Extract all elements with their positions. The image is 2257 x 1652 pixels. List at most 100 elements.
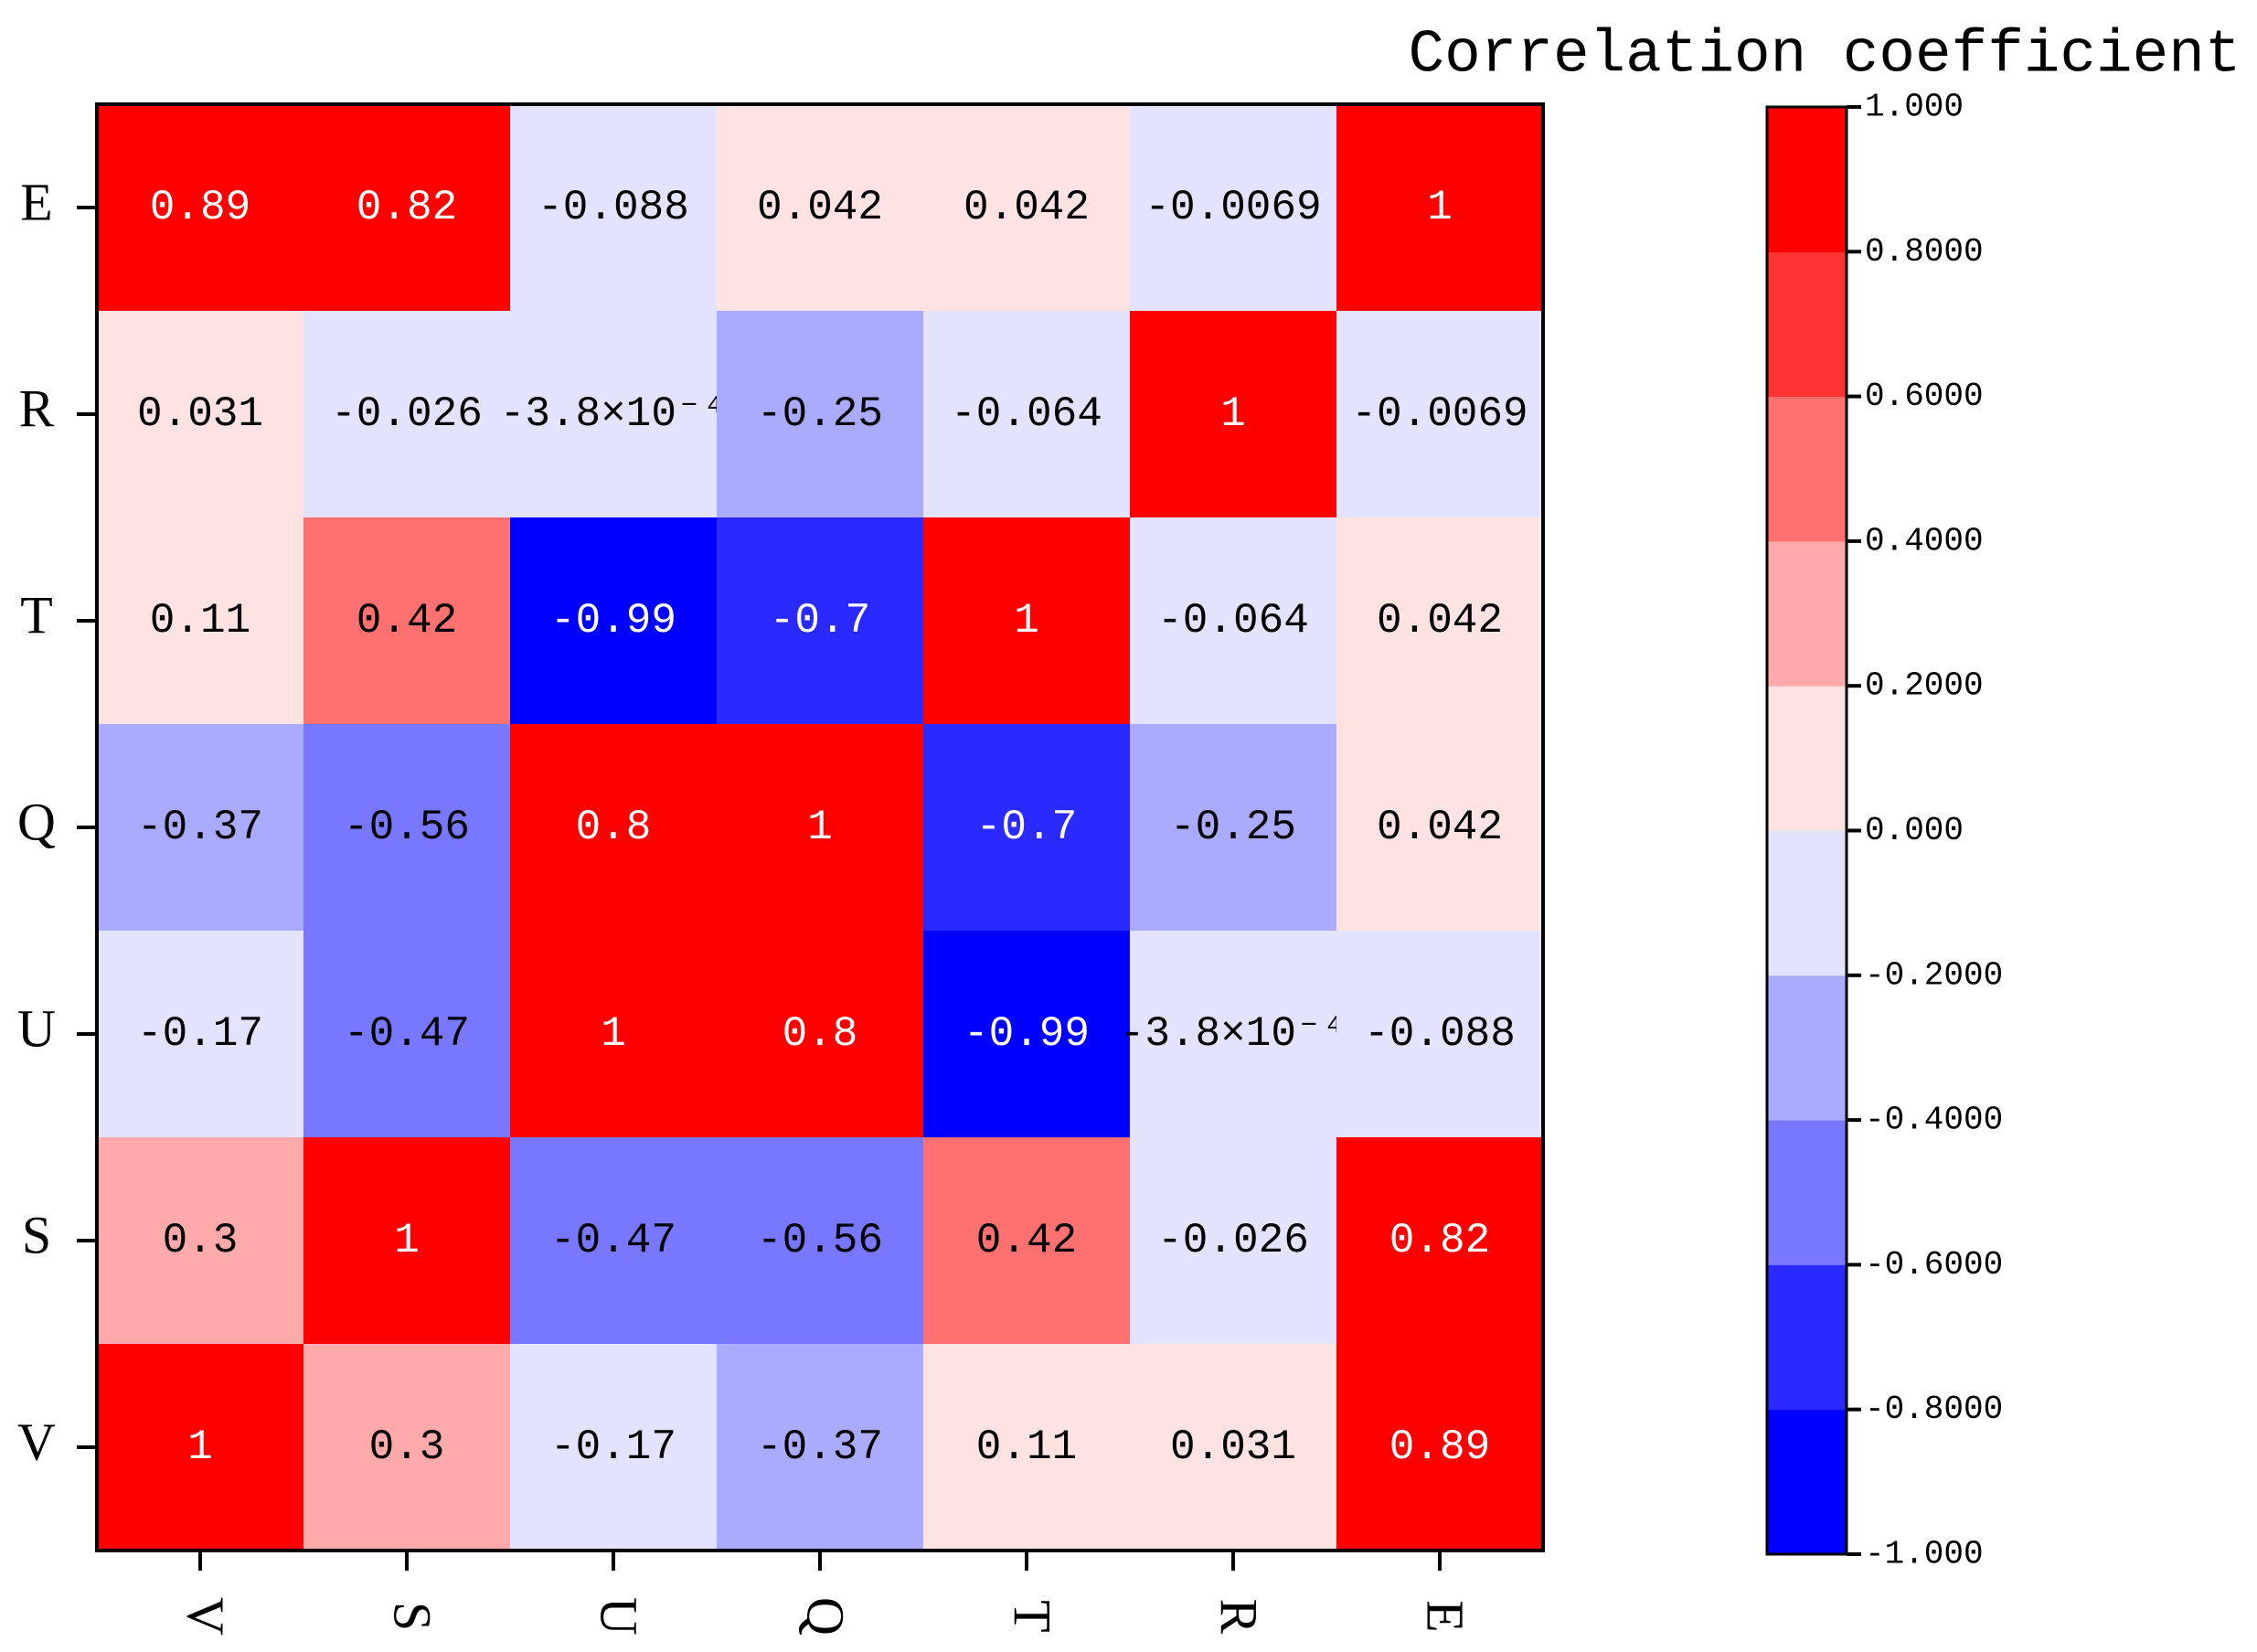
cell-label: 0.042 (963, 184, 1090, 231)
cell-label: -0.37 (137, 804, 263, 851)
heatmap-cell (510, 1137, 718, 1345)
heatmap-cell (1336, 517, 1544, 725)
colorbar-segment (1767, 686, 1847, 831)
heatmap-cell (1336, 311, 1544, 518)
colorbar-tick-label: 0.2000 (1865, 667, 1984, 705)
cell-label: 0.3 (369, 1423, 445, 1471)
x-tick-label: V (176, 1597, 236, 1636)
heatmap-cell (717, 311, 924, 518)
heatmap-cell (923, 517, 1131, 725)
cell-label: 1 (601, 1010, 626, 1058)
cell-label: 1 (807, 804, 833, 851)
cell-label: -0.0069 (1351, 390, 1528, 438)
cell-label: -3.8×10⁻⁴ (1120, 1010, 1347, 1058)
cell-label: 0.042 (1377, 804, 1503, 851)
heatmap-cell (97, 517, 304, 725)
cell-label: -0.47 (550, 1217, 676, 1264)
heatmap-cell (717, 724, 924, 932)
cell-label: -0.026 (1157, 1217, 1309, 1264)
cell-label: 1 (394, 1217, 420, 1264)
cell-label: 1 (1220, 390, 1246, 438)
cell-label: -0.99 (550, 597, 676, 645)
heatmap-cell (303, 1344, 511, 1551)
x-tick-label: S (383, 1602, 442, 1631)
colorbar-segment (1767, 107, 1847, 252)
cell-label: -0.25 (1170, 804, 1296, 851)
cell-label: 1 (1427, 184, 1453, 231)
cell-label: 0.42 (976, 1217, 1077, 1264)
cell-label: 0.82 (1389, 1217, 1490, 1264)
colorbar-tick-label: 0.4000 (1865, 522, 1984, 560)
heatmap-cell (303, 724, 511, 932)
heatmap-cell (510, 104, 718, 312)
heatmap-cell (923, 311, 1131, 518)
y-tick-label: E (20, 172, 52, 231)
cell-label: -0.026 (331, 390, 483, 438)
cell-label: -0.7 (770, 597, 870, 645)
colorbar-tick-label: -1.000 (1865, 1536, 1984, 1573)
cell-label: 0.042 (1377, 597, 1503, 645)
cell-label: -0.0069 (1144, 184, 1321, 231)
heatmap-cell (1130, 1344, 1337, 1551)
heatmap-cell (303, 517, 511, 725)
cell-label: -0.47 (344, 1010, 470, 1058)
colorbar-title: Correlation coefficient (1409, 20, 2241, 89)
heatmap-cell (1336, 931, 1544, 1138)
heatmap-cell (1130, 311, 1337, 518)
colorbar-tick-label: 0.000 (1865, 812, 1964, 849)
cell-label: -0.17 (550, 1423, 676, 1471)
cell-label: 1 (1014, 597, 1039, 645)
x-tick-label: E (1416, 1600, 1475, 1632)
cell-label: 0.3 (163, 1217, 239, 1264)
x-tick-label: U (590, 1597, 649, 1636)
heatmap-cell (510, 931, 718, 1138)
colorbar-segment (1767, 1264, 1847, 1411)
y-tick-label: T (20, 585, 52, 645)
heatmap-cell (303, 1137, 511, 1345)
heatmap-cell (97, 724, 304, 932)
cell-label: -3.8×10⁻⁴ (500, 390, 728, 438)
heatmap-cell (303, 104, 511, 312)
heatmap-cell (923, 931, 1131, 1138)
cell-label: 0.8 (576, 804, 652, 851)
colorbar-tick-label: 0.8000 (1865, 233, 1984, 271)
colorbar-segment (1767, 1409, 1847, 1555)
heatmap-cell (97, 1137, 304, 1345)
heatmap-cell (923, 104, 1131, 312)
colorbar-segment (1767, 975, 1847, 1121)
heatmap-cell (717, 1137, 924, 1345)
cell-label: 0.031 (1170, 1423, 1296, 1471)
heatmap-cell (510, 724, 718, 932)
heatmap-cell (1336, 1344, 1544, 1551)
heatmap-cell (97, 1344, 304, 1551)
colorbar-segment (1767, 1120, 1847, 1265)
y-tick-label: R (19, 378, 55, 438)
heatmap-cell (97, 931, 304, 1138)
cell-label: 0.11 (150, 597, 250, 645)
cell-label: -0.56 (757, 1217, 883, 1264)
heatmap-cell (717, 104, 924, 312)
cell-label: -0.088 (538, 184, 689, 231)
cell-label: 0.42 (357, 597, 457, 645)
heatmap-cell (1130, 931, 1337, 1138)
heatmap-cell (303, 311, 511, 518)
heatmap-cell (717, 517, 924, 725)
cell-label: 0.031 (137, 390, 263, 438)
cell-label: 0.042 (757, 184, 883, 231)
y-tick-label: V (17, 1412, 56, 1471)
heatmap-cell (510, 1344, 718, 1551)
cell-label: 0.89 (150, 184, 250, 231)
heatmap-cell (1336, 724, 1544, 932)
heatmap-cell (923, 724, 1131, 932)
x-tick-label: Q (796, 1597, 856, 1636)
cell-label: -0.56 (344, 804, 470, 851)
colorbar-segment (1767, 396, 1847, 542)
colorbar-segment (1767, 251, 1847, 398)
heatmap-cell (97, 104, 304, 312)
y-tick-label: S (22, 1205, 51, 1264)
colorbar-tick-label: -0.2000 (1865, 956, 2003, 994)
heatmap-cell (923, 1137, 1131, 1345)
heatmap-cell (1130, 517, 1337, 725)
cell-label: 0.89 (1389, 1423, 1490, 1471)
